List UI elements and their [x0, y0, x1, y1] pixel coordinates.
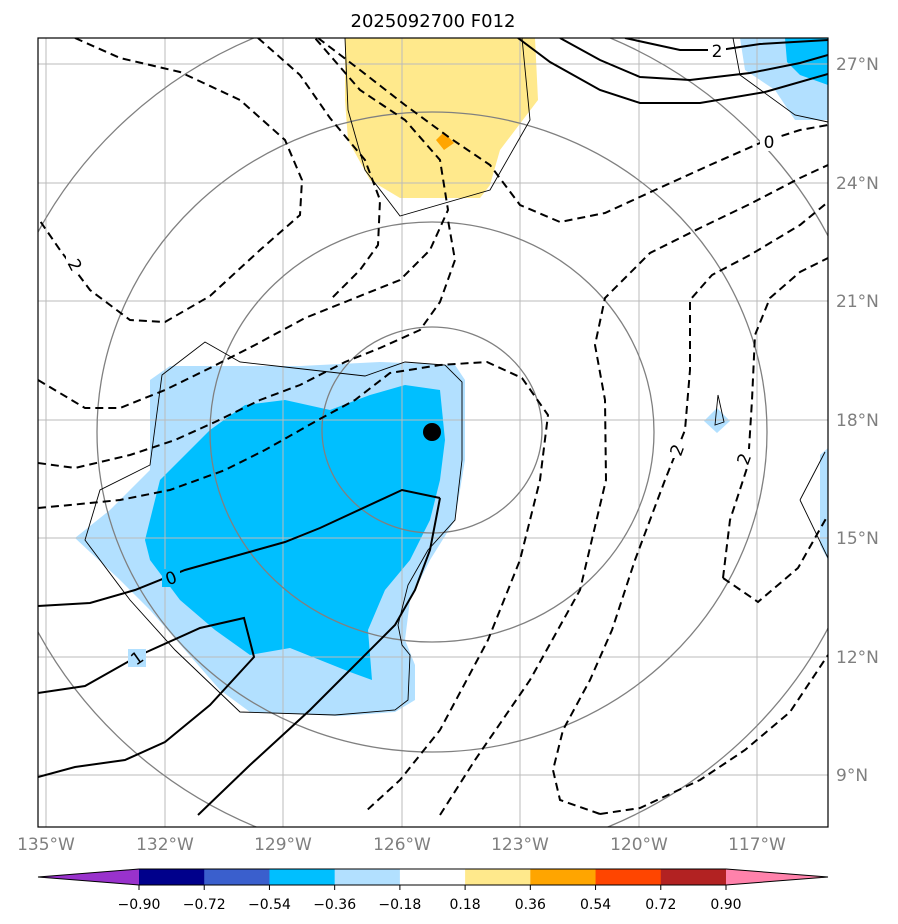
colorbar-tick-label: −0.18	[378, 897, 421, 913]
lat-label: 24°N	[836, 174, 879, 194]
colorbar-cell	[530, 869, 597, 885]
lon-label: 132°W	[136, 835, 194, 855]
map-frame	[37, 37, 829, 828]
lat-label: 15°N	[836, 529, 879, 549]
yellow-shading-north	[345, 38, 538, 198]
colorbar-extend-low	[38, 869, 139, 885]
colorbar-cell	[595, 869, 662, 885]
colorbar-tick-label: −0.90	[118, 897, 161, 913]
colorbar-cell	[204, 869, 270, 885]
latitude-labels: 27°N 24°N 21°N 18°N 15°N 12°N 9°N	[836, 55, 879, 786]
colorbar-tick-label: 0.36	[515, 897, 546, 913]
blue-shading-main	[145, 385, 445, 680]
colorbar-cell	[334, 869, 401, 885]
colorbar-tick-label: 0.54	[580, 897, 611, 913]
radius-rings	[38, 38, 828, 827]
colorbar-tick-label: 0.72	[645, 897, 676, 913]
colorbar-tick-label: 0.90	[710, 897, 741, 913]
lon-label: 120°W	[610, 835, 668, 855]
lon-label: 123°W	[491, 835, 549, 855]
lat-label: 21°N	[836, 292, 879, 312]
contour-label: 2	[712, 42, 723, 62]
colorbar-tick-label: 0.18	[450, 897, 481, 913]
colorbar-tick-label: −0.36	[313, 897, 356, 913]
solid-contours	[38, 38, 828, 816]
colorbar-cell	[399, 869, 466, 885]
colorbar: −0.90 −0.72 −0.54 −0.36 −0.18 0.18 0.36 0.54 0.7…	[37, 868, 829, 913]
colorbar-labels: −0.90 −0.72 −0.54 −0.36 −0.18 0.18 0.36 0.54 0.7…	[118, 897, 742, 913]
colorbar-ticks	[138, 885, 727, 890]
colorbar-cells	[38, 869, 828, 885]
lon-label: 129°W	[254, 835, 312, 855]
light-blue-shading-east	[820, 448, 828, 560]
thin-outline-contours	[84, 38, 828, 716]
colorbar-cell	[269, 869, 336, 885]
lon-label: 126°W	[373, 835, 431, 855]
colorbar-tick-label: −0.72	[183, 897, 226, 913]
colorbar-cell	[139, 869, 205, 885]
colorbar-extend-high	[726, 869, 828, 885]
longitude-labels: 135°W 132°W 129°W 126°W 123°W 120°W 117°…	[17, 835, 786, 855]
lat-label: 18°N	[836, 411, 879, 431]
contour-label: 0	[764, 133, 775, 153]
lat-label: 27°N	[836, 55, 879, 75]
colorbar-cell	[465, 869, 531, 885]
map-panel: 2 0 2 2 2 0 1	[38, 38, 828, 827]
contour-labels: 2 0 2 2 2 0 1	[63, 42, 778, 670]
lat-label: 9°N	[836, 766, 868, 786]
lon-label: 135°W	[17, 835, 75, 855]
storm-center-dot	[423, 423, 441, 441]
colorbar-tick-label: −0.54	[248, 897, 291, 913]
figure-title: 2025092700 F012	[351, 11, 516, 32]
lat-label: 12°N	[836, 648, 879, 668]
dashed-contours	[38, 38, 828, 816]
colorbar-cell	[660, 869, 727, 885]
orange-shading-spot	[436, 132, 454, 150]
lon-label: 117°W	[728, 835, 786, 855]
